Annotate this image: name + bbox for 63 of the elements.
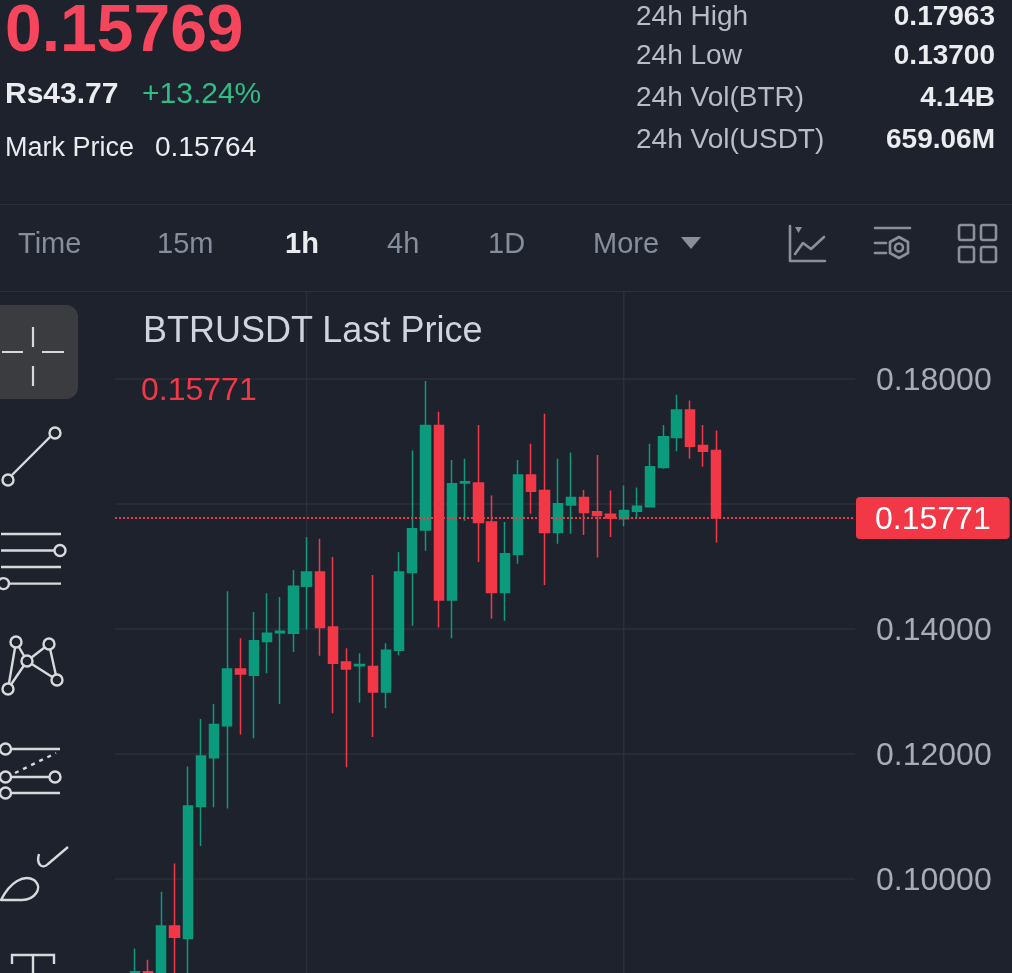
candlestick bbox=[419, 380, 432, 552]
text: 0.15771 bbox=[141, 371, 257, 407]
text: 0.13700 bbox=[893, 39, 995, 70]
candlestick bbox=[393, 551, 405, 656]
candlestick bbox=[221, 590, 233, 810]
candlestick bbox=[261, 592, 273, 675]
text: 0.17963 bbox=[893, 0, 995, 31]
candlestick bbox=[327, 556, 339, 715]
text: 1D bbox=[488, 226, 526, 259]
text: Rs43.77 bbox=[5, 76, 119, 109]
candlestick bbox=[697, 424, 709, 468]
text: 24h Low bbox=[636, 39, 742, 70]
text: Mark Price bbox=[5, 131, 135, 162]
text: More bbox=[593, 226, 660, 259]
candlestick bbox=[182, 765, 194, 973]
candlestick bbox=[499, 521, 511, 622]
candlestick bbox=[644, 442, 656, 509]
y-tick-label: 0.14000 bbox=[876, 610, 992, 647]
text: 0.15769 bbox=[5, 0, 244, 65]
candlestick bbox=[684, 399, 696, 460]
candlestick bbox=[459, 457, 471, 522]
candlestick bbox=[142, 959, 154, 973]
candlestick bbox=[446, 459, 458, 640]
y-tick-label: 0.18000 bbox=[876, 360, 992, 397]
candlestick bbox=[234, 637, 247, 736]
candlestick bbox=[565, 451, 577, 535]
candlestick bbox=[274, 596, 286, 705]
candlestick bbox=[406, 449, 418, 627]
y-tick-label: 0.10000 bbox=[876, 861, 992, 898]
text: 4.14B bbox=[920, 81, 995, 112]
candlestick bbox=[340, 647, 352, 768]
candlestick bbox=[353, 652, 366, 704]
candlestick bbox=[618, 484, 630, 528]
candlestick bbox=[380, 642, 392, 710]
text: 0.15764 bbox=[155, 131, 257, 162]
candlestick bbox=[208, 703, 220, 808]
candlestick bbox=[129, 947, 141, 973]
text: 15m bbox=[157, 226, 214, 259]
text: 1h bbox=[285, 226, 319, 259]
text: 24h Vol(USDT) bbox=[636, 123, 825, 154]
candlestick bbox=[670, 394, 683, 452]
text: 659.06M bbox=[886, 123, 995, 154]
text: 24h High bbox=[636, 0, 749, 31]
candlestick bbox=[287, 569, 300, 653]
candlestick bbox=[657, 424, 670, 470]
candlestick bbox=[300, 536, 313, 631]
candlestick bbox=[367, 574, 379, 738]
text: Time bbox=[18, 226, 82, 259]
text: +13.24% bbox=[142, 76, 262, 109]
candlestick bbox=[195, 718, 207, 847]
text: 4h bbox=[387, 226, 420, 259]
candlestick bbox=[552, 457, 564, 545]
y-tick-label: 0.12000 bbox=[876, 736, 992, 773]
candlestick bbox=[248, 611, 260, 740]
candlestick bbox=[631, 486, 643, 519]
candlestick bbox=[168, 862, 181, 973]
candlestick bbox=[525, 442, 537, 515]
ref-line-label: 0.15771 bbox=[875, 500, 991, 537]
candlestick bbox=[314, 538, 326, 657]
candlestick bbox=[512, 459, 524, 565]
candlestick bbox=[155, 890, 167, 973]
text: 24h Vol(BTR) bbox=[636, 81, 805, 112]
text: BTRUSDT Last Price bbox=[143, 308, 483, 350]
